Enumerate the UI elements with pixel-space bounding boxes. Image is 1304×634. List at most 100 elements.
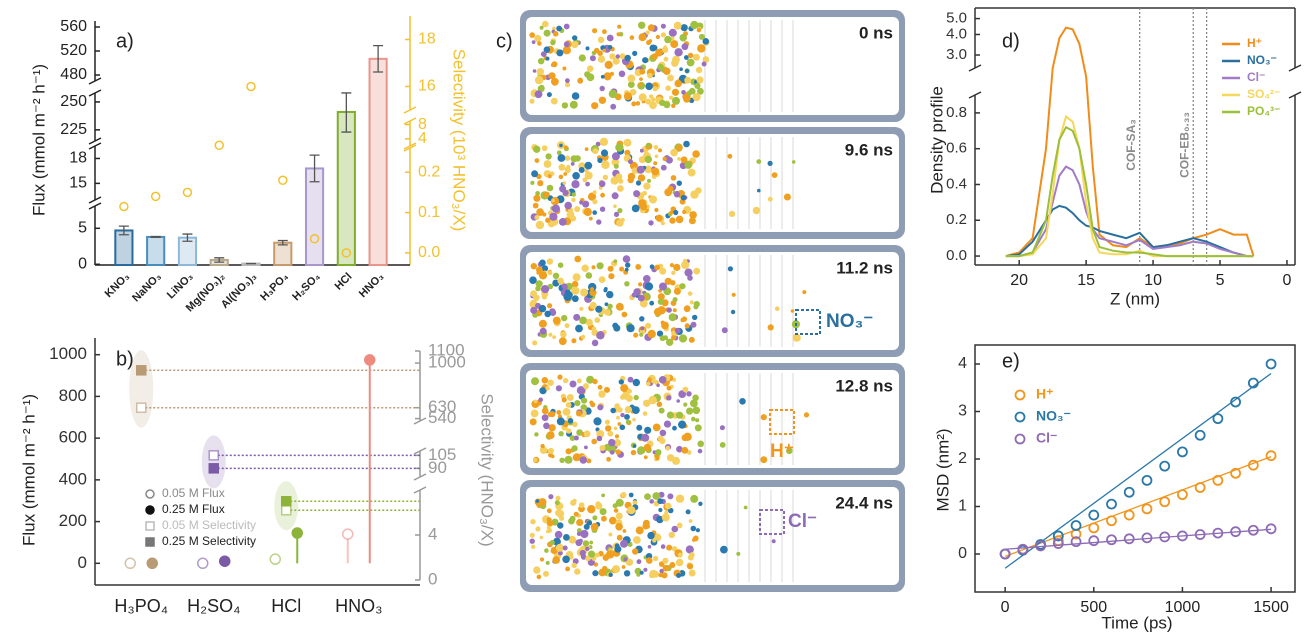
bar [336, 110, 356, 266]
ion [680, 156, 688, 164]
ion [554, 530, 563, 539]
ion [642, 411, 648, 416]
ion [638, 21, 646, 29]
y-tick-label: 0.0 [946, 247, 967, 264]
y-tick-label: 560 [60, 18, 87, 35]
ion [589, 55, 596, 62]
ion [532, 202, 539, 209]
ion [684, 161, 692, 169]
ion [623, 138, 632, 147]
ion [565, 78, 570, 84]
ion [612, 503, 618, 509]
ion [551, 454, 555, 459]
ion [625, 419, 631, 425]
ion [592, 570, 599, 577]
panel-e: 0 1 2 3 4 0 500 1000 1500 H⁺ NO₃⁻ Cl⁻ [958, 344, 1296, 616]
ion [661, 321, 669, 330]
ion [739, 398, 746, 405]
ion [581, 397, 588, 404]
ion [633, 288, 641, 296]
ion [639, 77, 643, 81]
legend-marker [1014, 389, 1026, 401]
ion [547, 447, 554, 454]
ion [571, 562, 577, 569]
ion [757, 188, 761, 193]
ion [569, 435, 576, 441]
ion [571, 286, 580, 295]
ion [529, 98, 535, 104]
ion [663, 67, 671, 75]
ion [533, 566, 541, 574]
selectivity-point [208, 463, 219, 474]
panel-label: a) [116, 30, 134, 52]
ion [536, 574, 542, 580]
ion [546, 92, 552, 98]
ion [671, 270, 676, 275]
ion [658, 148, 662, 153]
ion [683, 140, 690, 148]
ion [565, 82, 570, 88]
ion [575, 539, 583, 547]
selectivity-point [309, 234, 320, 244]
selectivity-point [246, 81, 256, 92]
ion [556, 410, 562, 415]
ion [680, 24, 688, 32]
y-tick-label: 18 [418, 31, 436, 48]
x-tick-label: 10 [1144, 272, 1162, 289]
ion [572, 421, 578, 428]
ion [654, 154, 659, 159]
ion-label: H⁺ [770, 441, 794, 462]
ion [783, 193, 791, 201]
axis-break [968, 64, 982, 72]
ion [670, 148, 678, 157]
ion [529, 538, 535, 544]
ion [587, 192, 597, 201]
ion [576, 531, 582, 536]
ion [643, 399, 651, 407]
ion [548, 72, 556, 80]
ion [630, 450, 636, 456]
ion [648, 395, 657, 405]
y-axis-label: MSD (nm²) [933, 428, 952, 511]
ion [564, 455, 573, 464]
ion [546, 184, 554, 192]
ion [659, 429, 667, 437]
ion-label: Cl⁻ [788, 511, 817, 532]
selectivity-point [119, 201, 129, 212]
ion [615, 449, 621, 455]
ion [608, 572, 613, 577]
ion [536, 68, 544, 76]
ion [666, 338, 674, 346]
ion [639, 299, 648, 308]
ion [661, 513, 670, 522]
ion [688, 336, 695, 343]
ion [631, 101, 637, 107]
ion [644, 493, 651, 500]
ion [688, 217, 696, 225]
ion [549, 411, 556, 418]
ion [551, 198, 555, 203]
ion [627, 506, 636, 515]
ion [552, 556, 560, 564]
ion [640, 326, 645, 331]
ion [673, 263, 681, 271]
ion [569, 100, 578, 109]
ion [676, 399, 680, 403]
ion [692, 314, 698, 321]
ion [604, 386, 610, 393]
ion [551, 77, 559, 86]
point [1052, 538, 1064, 549]
ion [538, 498, 547, 507]
ion [791, 160, 796, 164]
ion [576, 429, 583, 436]
ion [610, 103, 617, 110]
x-tick-label: HNO₃ [335, 596, 382, 616]
ion [701, 61, 707, 67]
point [1088, 535, 1100, 547]
ion [632, 500, 638, 506]
legend-marker [145, 521, 155, 531]
ion [566, 394, 574, 401]
ion [580, 334, 586, 340]
ion [618, 379, 624, 385]
ion [585, 555, 591, 562]
